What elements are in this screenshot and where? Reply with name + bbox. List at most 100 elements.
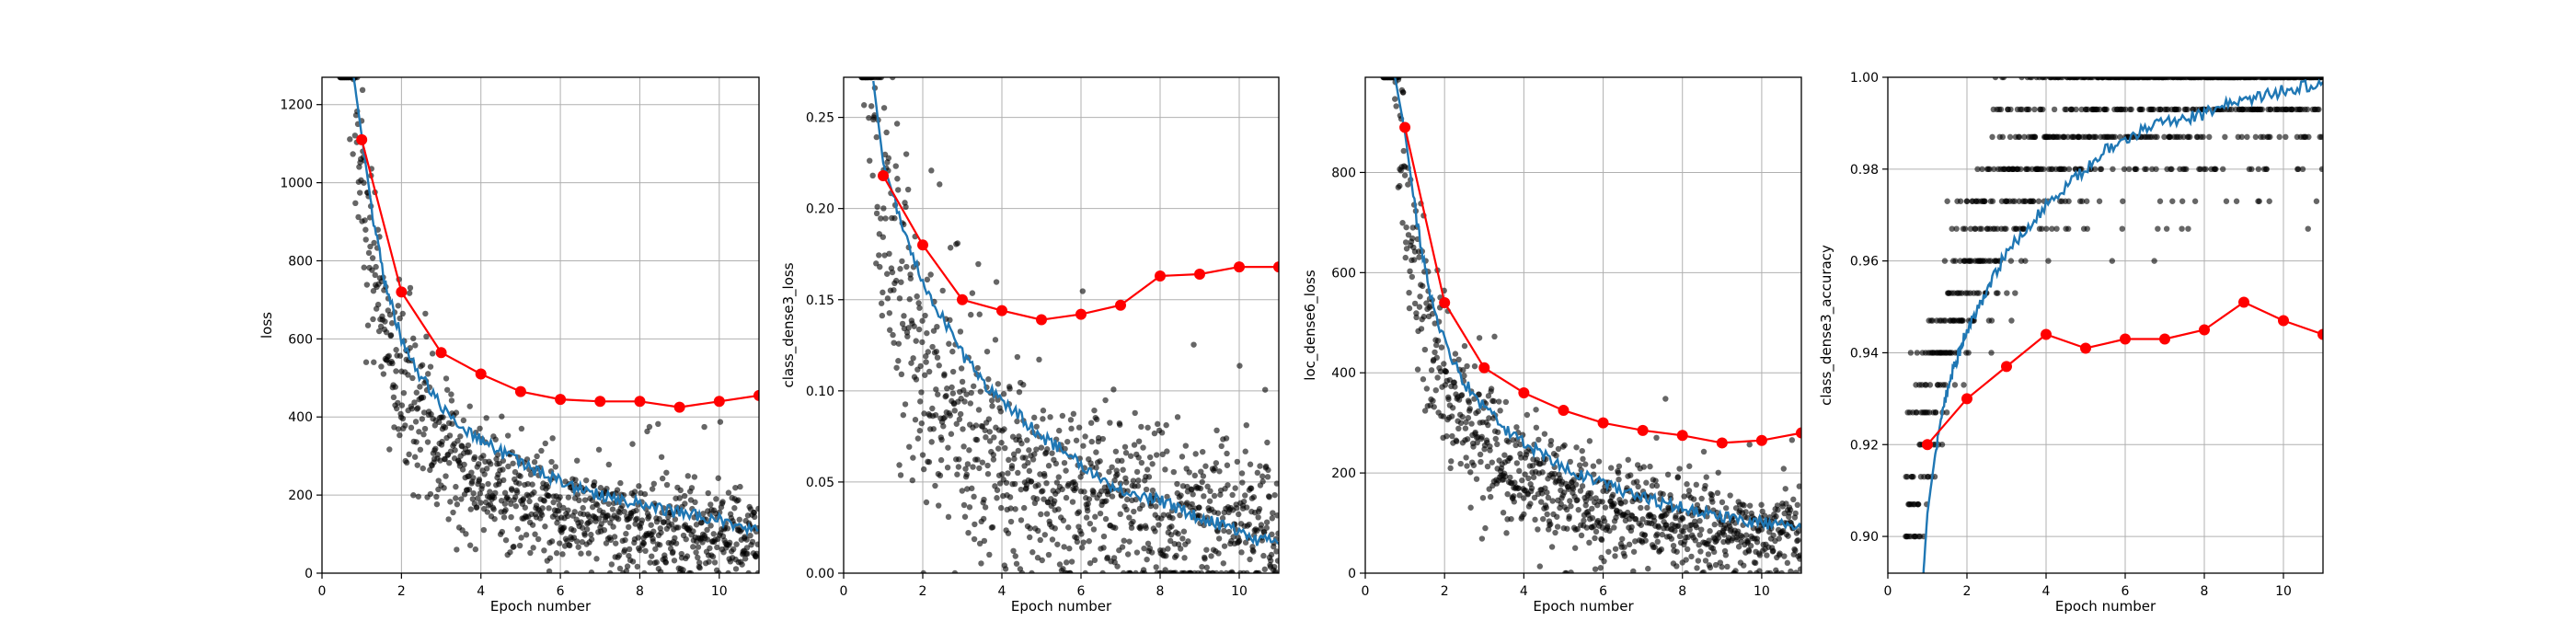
batch-point xyxy=(1615,469,1622,477)
batch-point xyxy=(361,264,367,270)
batch-point xyxy=(474,495,481,501)
batch-point xyxy=(1031,451,1038,457)
batch-point xyxy=(1083,514,1090,521)
batch-point xyxy=(1204,483,1211,490)
batch-point xyxy=(374,301,382,308)
batch-point xyxy=(435,477,442,484)
batch-point xyxy=(960,443,967,450)
batch-point xyxy=(2012,290,2018,296)
y-tick-label: 0.25 xyxy=(806,111,834,126)
batch-point xyxy=(399,415,407,422)
batch-point xyxy=(1128,524,1135,531)
batch-point xyxy=(1124,551,1132,558)
batch-point xyxy=(668,521,675,528)
batch-point xyxy=(971,493,977,500)
batch-point xyxy=(1067,417,1075,423)
batch-point xyxy=(410,492,417,499)
train-curve xyxy=(1394,77,1801,531)
batch-point xyxy=(1244,569,1250,573)
batch-point xyxy=(1511,499,1517,505)
batch-point xyxy=(917,398,924,405)
batch-point xyxy=(1682,523,1688,531)
batch-point xyxy=(636,483,642,489)
validation-point xyxy=(2001,361,2012,373)
batch-point xyxy=(886,310,893,316)
batch-point xyxy=(448,397,455,404)
batch-point xyxy=(1263,519,1271,525)
batch-point xyxy=(876,252,882,259)
batch-scatter xyxy=(1380,77,1801,573)
batch-point xyxy=(1026,447,1032,454)
validation-point xyxy=(2317,328,2323,340)
batch-point xyxy=(579,524,586,531)
batch-point xyxy=(1097,458,1103,465)
batch-point xyxy=(885,155,892,162)
batch-point xyxy=(557,494,563,500)
batch-point xyxy=(587,518,593,525)
validation-point xyxy=(2199,324,2210,336)
batch-point xyxy=(1015,469,1021,477)
batch-point xyxy=(754,541,759,547)
gridlines xyxy=(843,77,1279,574)
batch-point xyxy=(1926,382,1934,388)
batch-point xyxy=(383,328,390,336)
batch-point xyxy=(1567,498,1573,504)
batch-point xyxy=(1255,514,1261,521)
validation-point xyxy=(396,286,408,298)
batch-point xyxy=(893,364,900,371)
batch-point xyxy=(467,506,474,512)
batch-point xyxy=(470,475,477,481)
validation-point xyxy=(753,389,759,401)
batch-point xyxy=(1120,466,1126,473)
batch-point xyxy=(1260,552,1267,559)
batch-point xyxy=(1688,553,1695,560)
batch-point xyxy=(582,477,590,484)
batch-point xyxy=(1179,535,1186,542)
batch-point xyxy=(1693,523,1700,531)
batch-point xyxy=(2011,198,2018,204)
batch-point xyxy=(2206,133,2213,141)
batch-point xyxy=(1122,450,1130,456)
batch-point xyxy=(974,456,981,463)
batch-point xyxy=(932,411,939,419)
x-tick-label: 8 xyxy=(1678,584,1686,599)
batch-point xyxy=(1941,258,1949,264)
batch-point xyxy=(1715,469,1721,476)
batch-point xyxy=(505,496,512,503)
batch-point xyxy=(1055,474,1062,480)
batch-point xyxy=(716,509,723,516)
batch-point xyxy=(916,305,923,311)
batch-point xyxy=(1077,474,1084,480)
batch-point xyxy=(459,466,466,473)
validation-point xyxy=(1234,261,1245,273)
x-tick-label: 2 xyxy=(397,584,406,599)
batch-point xyxy=(362,217,368,224)
batch-point xyxy=(932,482,938,489)
batch-point xyxy=(946,340,952,347)
batch-point xyxy=(1773,513,1779,520)
batch-point xyxy=(1774,569,1781,573)
batch-point xyxy=(1254,469,1261,477)
batch-point xyxy=(460,417,467,424)
batch-point xyxy=(1611,500,1617,507)
batch-point xyxy=(1655,523,1662,531)
batch-point xyxy=(1690,496,1697,502)
batch-point xyxy=(1239,479,1246,486)
batch-point xyxy=(633,507,639,514)
validation-point xyxy=(555,394,567,406)
batch-point xyxy=(1553,453,1559,459)
batch-point xyxy=(1530,474,1537,480)
batch-point xyxy=(524,480,531,488)
batch-point xyxy=(347,136,353,143)
batch-point xyxy=(1273,480,1279,487)
batch-point xyxy=(414,405,421,411)
batch-point xyxy=(1011,480,1018,488)
batch-point xyxy=(370,288,377,294)
batch-point xyxy=(896,462,903,468)
batch-point xyxy=(986,551,993,558)
y-tick-label: 1000 xyxy=(280,177,313,191)
batch-point xyxy=(1459,413,1466,420)
batch-point xyxy=(1174,480,1180,488)
batch-point xyxy=(647,559,653,566)
batch-point xyxy=(1109,464,1115,470)
